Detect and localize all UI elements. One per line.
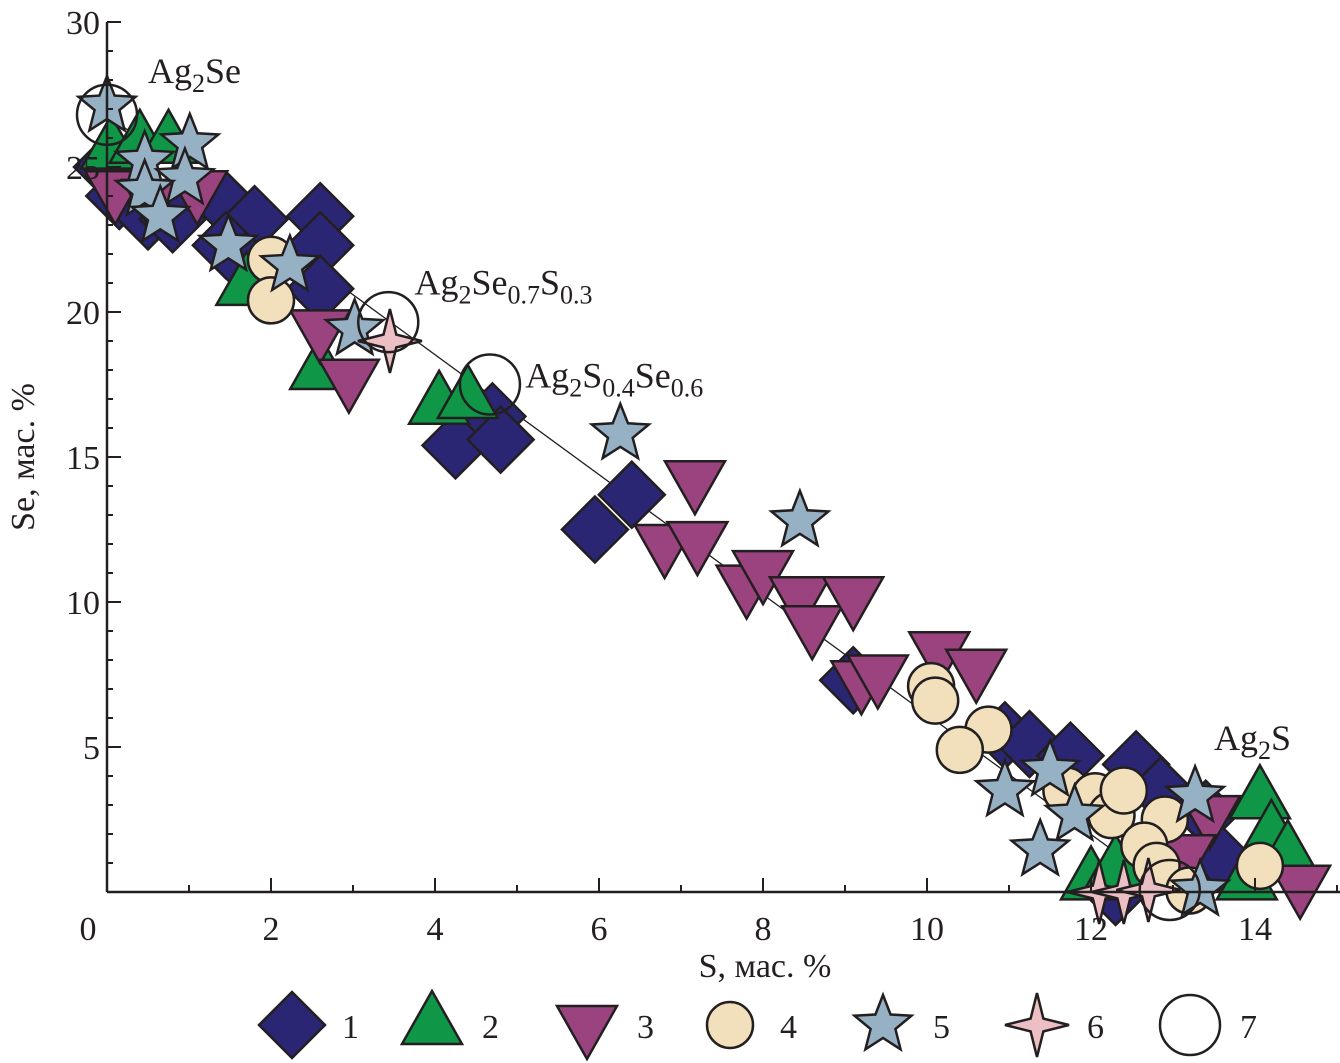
legend-label: 5 (933, 1009, 950, 1046)
data-points (72, 72, 1333, 927)
data-point-series-5 (112, 156, 177, 218)
annotations: Ag2Se Ag2Se0.7S0.3 Ag2S0.4Se0.6 Ag2S (148, 51, 1291, 765)
data-point-series-3 (316, 358, 382, 416)
legend-marker-4 (705, 1000, 755, 1050)
legend-item-6: 6 (1004, 992, 1104, 1058)
legend-item-3: 3 (554, 1004, 654, 1062)
legend-marker-2 (399, 988, 465, 1046)
data-point-series-4 (246, 276, 296, 325)
legend-label: 2 (482, 1009, 499, 1046)
data-point-series-3 (662, 459, 728, 517)
data-point-series-2 (435, 362, 500, 420)
data-point-series-7 (458, 353, 522, 416)
data-point-series-5 (1042, 781, 1107, 843)
legend-label: 3 (637, 1009, 654, 1046)
legend-item-5: 5 (851, 991, 950, 1053)
data-point-series-7 (357, 290, 420, 354)
data-point-series-5 (768, 487, 832, 548)
x-axis-label: S, мас. % (699, 948, 832, 985)
legend-item-7: 7 (1158, 993, 1257, 1057)
axes: 0 2 4 6 8 10 12 14 5 10 15 20 25 30 (66, 5, 1340, 948)
x-tick-label: 4 (427, 911, 444, 948)
legend-item-4: 4 (705, 1000, 797, 1050)
x-tick-label: 10 (910, 911, 944, 948)
data-point-series-3 (821, 575, 886, 633)
legend-label: 7 (1240, 1009, 1257, 1046)
y-tick-label: 25 (66, 150, 100, 187)
y-tick-label: 20 (66, 295, 100, 332)
data-point-series-5 (158, 110, 222, 171)
formula-annotation: Ag2Se (148, 51, 241, 98)
data-point-series-1 (597, 459, 667, 530)
data-point-series-5 (1008, 816, 1072, 877)
x-tick-label: 12 (1074, 911, 1108, 948)
formula-annotation: Ag2S (1214, 718, 1291, 765)
data-point-series-5 (196, 211, 261, 273)
legend-item-2: 2 (399, 988, 499, 1046)
x-tick-label: 14 (1238, 911, 1272, 948)
data-point-series-4 (935, 725, 985, 775)
data-point-series-3 (845, 654, 910, 712)
legend-marker-7 (1158, 993, 1222, 1057)
x-tick-label: 8 (755, 911, 772, 948)
data-point-series-5 (258, 232, 322, 293)
data-point-series-3 (665, 520, 730, 578)
legend-marker-1 (257, 990, 327, 1060)
legend: 1 2 3 4 5 6 7 (257, 988, 1257, 1062)
legend-item-1: 1 (257, 990, 359, 1060)
legend-marker-3 (554, 1004, 620, 1062)
data-point-series-5 (153, 145, 217, 206)
data-point-series-3 (767, 575, 833, 633)
data-point-series-4 (910, 676, 960, 725)
series-1 (72, 132, 1257, 927)
data-point-series-6 (357, 308, 423, 374)
y-tick-label: 10 (66, 585, 100, 622)
data-point-series-3 (780, 604, 845, 662)
data-point-series-4 (1099, 766, 1149, 815)
y-axis-label: Se, мас. % (5, 383, 42, 531)
legend-label: 1 (342, 1009, 359, 1046)
formula-annotation: Ag2S0.4Se0.6 (525, 355, 703, 402)
data-point-series-3 (944, 648, 1009, 706)
y-tick-label: 5 (83, 730, 100, 767)
legend-marker-5 (851, 991, 915, 1053)
data-point-series-6 (1116, 857, 1181, 923)
x-tick-label: 0 (80, 911, 97, 948)
data-point-series-5 (588, 400, 653, 461)
data-point-series-5 (1018, 736, 1082, 798)
x-tick-label: 2 (263, 911, 280, 948)
y-tick-label: 15 (66, 440, 100, 477)
data-point-series-5 (322, 295, 387, 357)
data-point-series-4 (1235, 841, 1285, 891)
data-point-series-5 (973, 757, 1037, 818)
data-point-series-1 (560, 494, 630, 565)
x-tick-label: 6 (591, 911, 608, 948)
data-point-series-7 (1138, 858, 1201, 922)
data-point-series-1 (465, 404, 536, 475)
legend-marker-6 (1004, 992, 1070, 1058)
legend-label: 4 (780, 1009, 797, 1046)
y-tick-label: 30 (66, 5, 100, 42)
legend-label: 6 (1087, 1009, 1104, 1046)
data-point-series-5 (1163, 762, 1227, 824)
data-point-series-5 (128, 182, 193, 244)
data-point-series-2 (1227, 762, 1293, 820)
formula-annotation: Ag2Se0.7S0.3 (415, 263, 593, 310)
